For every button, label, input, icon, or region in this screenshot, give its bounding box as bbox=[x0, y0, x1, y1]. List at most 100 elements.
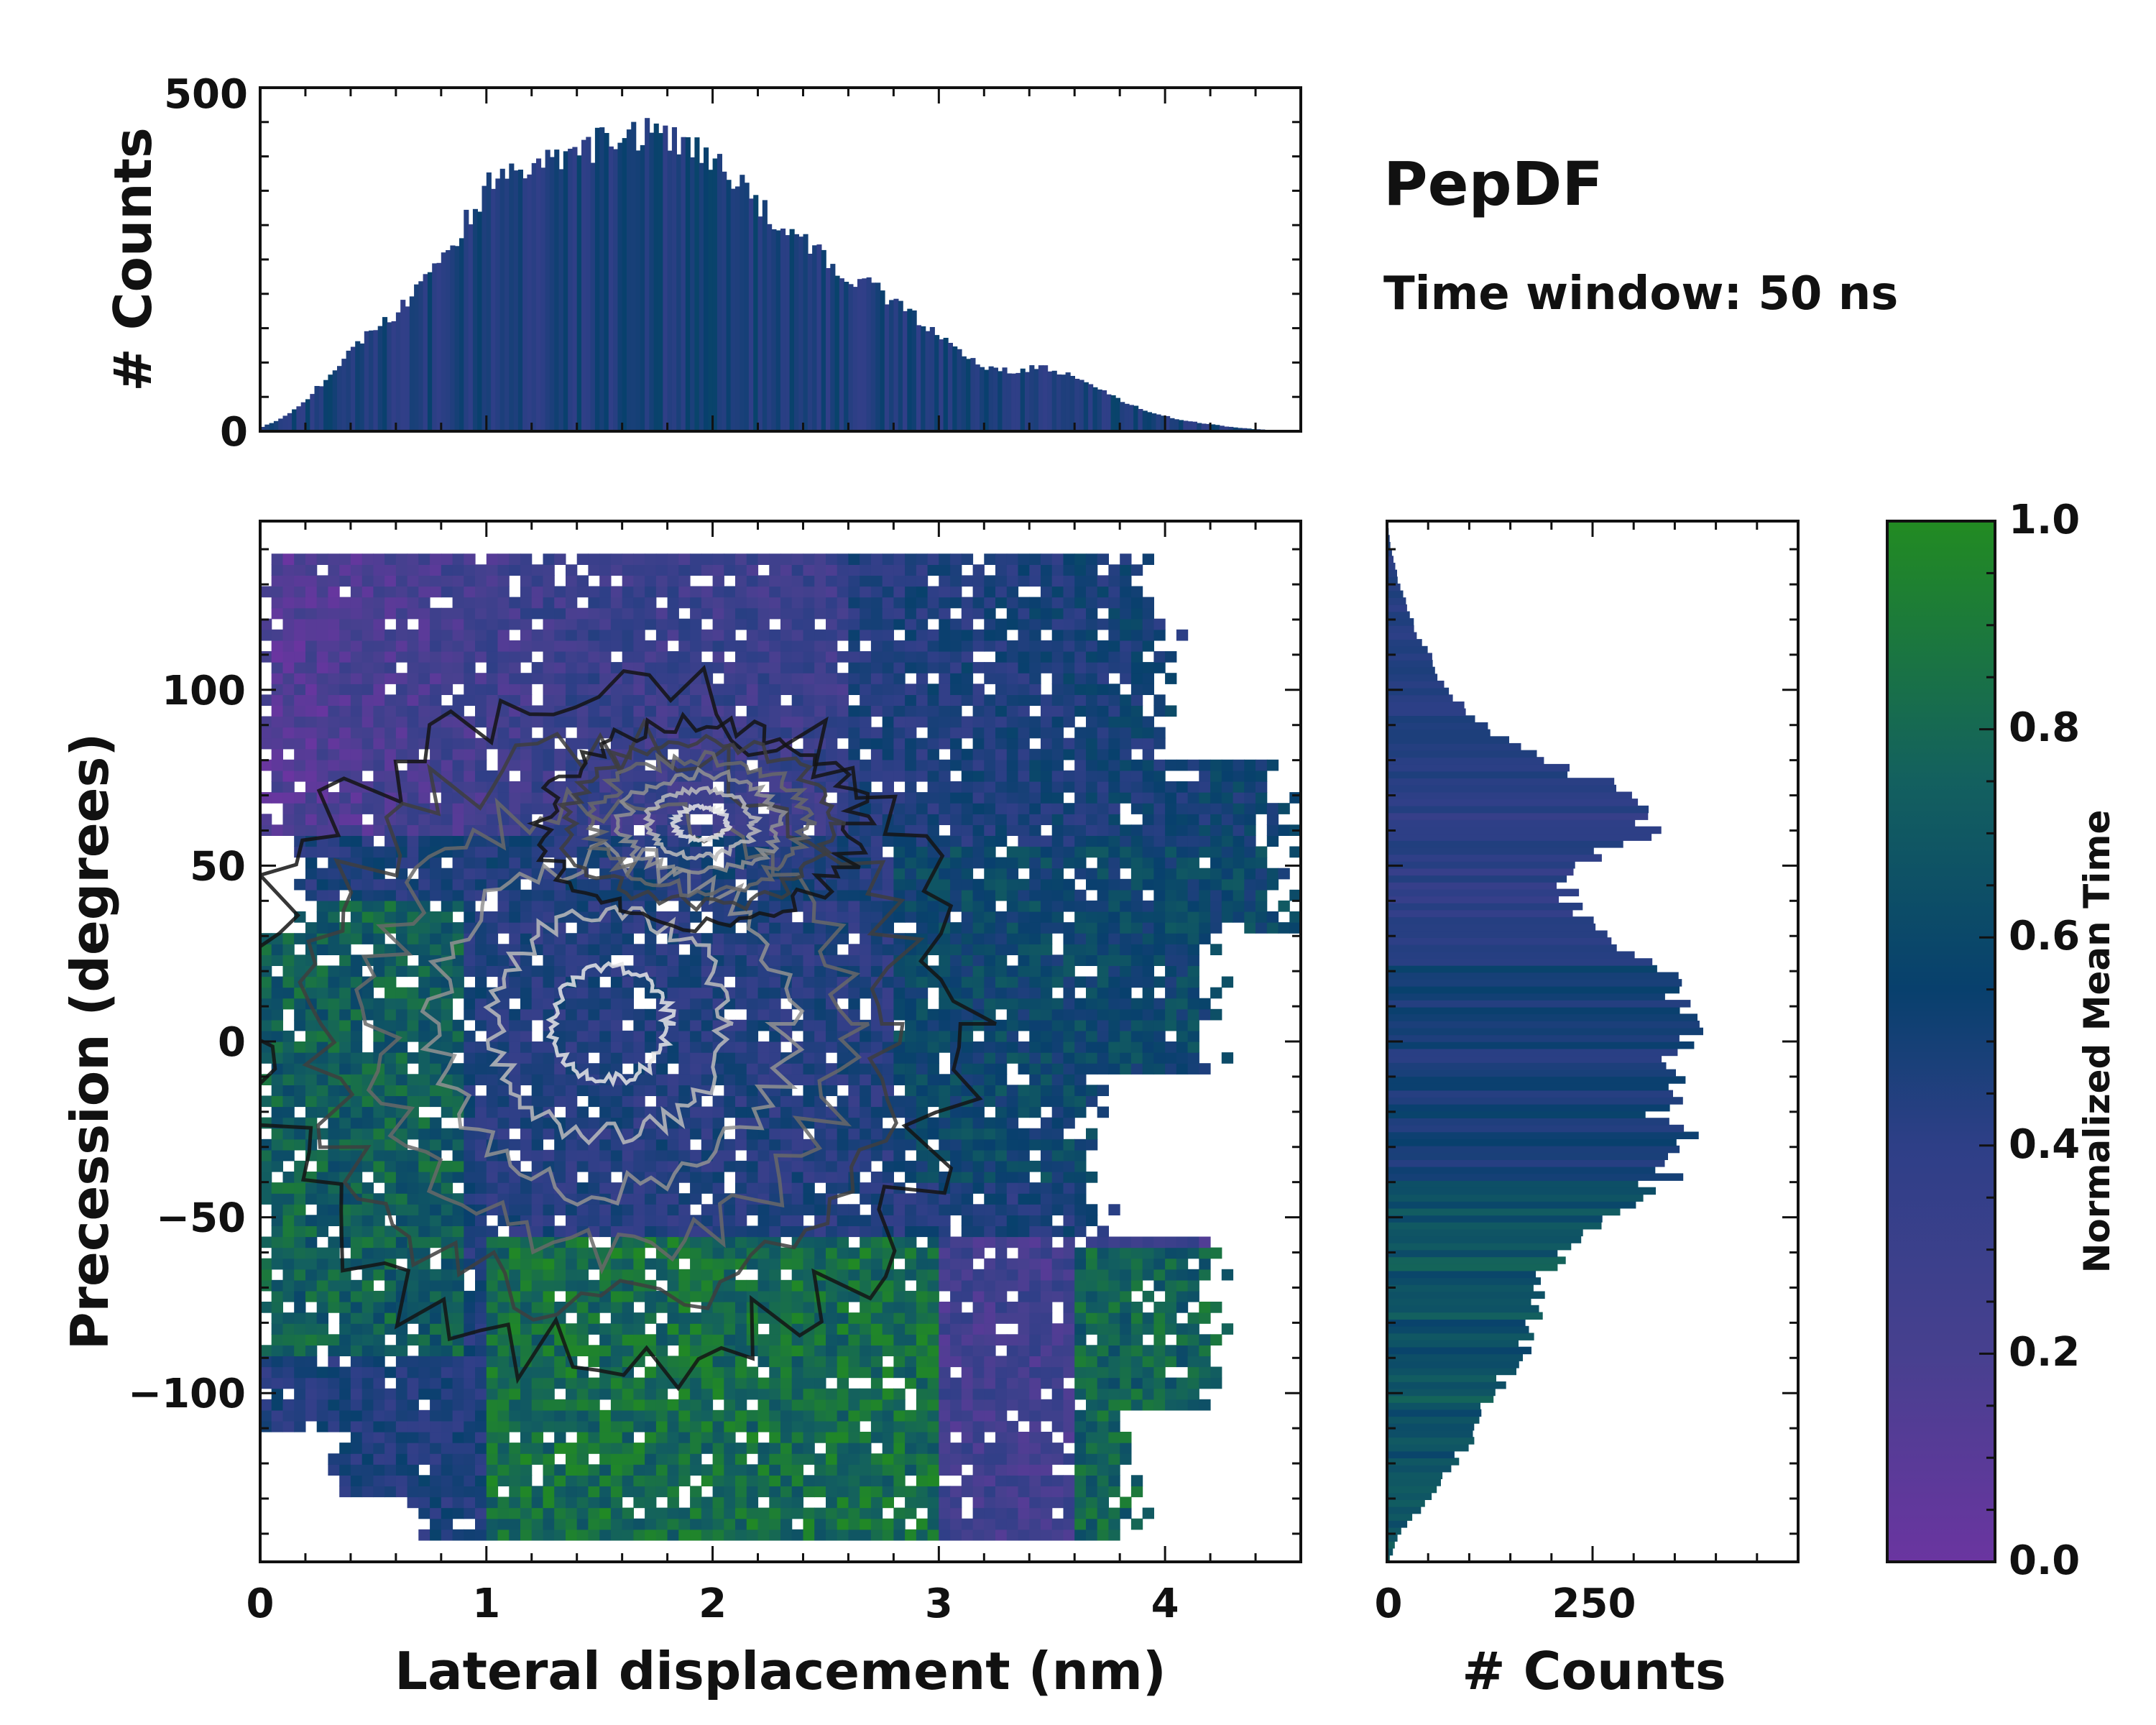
heatmap-cell bbox=[939, 1138, 951, 1151]
heatmap-cell bbox=[893, 1193, 906, 1205]
heatmap-cell bbox=[430, 1345, 442, 1356]
heatmap-cell bbox=[1006, 1399, 1019, 1411]
heatmap-cell bbox=[757, 976, 770, 988]
heatmap-cell bbox=[984, 1356, 996, 1368]
heatmap-cell bbox=[554, 1172, 566, 1183]
heatmap-cell bbox=[622, 1312, 634, 1324]
heatmap-cell bbox=[972, 944, 985, 955]
heatmap-cell bbox=[1018, 1215, 1030, 1226]
heatmap-cell bbox=[780, 1063, 793, 1075]
heatmap-cell bbox=[407, 1172, 419, 1183]
heatmap-cell bbox=[418, 1453, 430, 1465]
heatmap-cell bbox=[927, 1366, 939, 1379]
heatmap-cell bbox=[746, 1052, 759, 1064]
heatmap-cell bbox=[1063, 878, 1075, 891]
heatmap-cell bbox=[599, 1160, 612, 1172]
heatmap-cell bbox=[769, 1356, 781, 1368]
heatmap-cell bbox=[870, 1215, 883, 1226]
heatmap-cell bbox=[995, 1193, 1008, 1205]
heatmap-cell bbox=[339, 1475, 351, 1486]
heatmap-cell bbox=[984, 1399, 996, 1411]
heatmap-cell bbox=[497, 1041, 510, 1053]
heatmap-cell bbox=[339, 1052, 351, 1064]
heatmap-cell bbox=[814, 1063, 826, 1075]
heatmap-cell bbox=[554, 1204, 566, 1215]
heatmap-cell bbox=[373, 1030, 385, 1042]
heatmap-cell bbox=[339, 976, 351, 988]
heatmap-cell bbox=[1199, 889, 1211, 901]
heatmap-cell bbox=[712, 1258, 724, 1270]
heatmap-cell bbox=[882, 1464, 894, 1476]
heatmap-cell bbox=[712, 1172, 724, 1183]
heatmap-cell bbox=[757, 1486, 770, 1498]
heatmap-cell bbox=[305, 1312, 318, 1324]
heatmap-cell bbox=[1153, 1019, 1166, 1031]
heatmap-cell bbox=[1221, 900, 1234, 912]
heatmap-cell bbox=[803, 1290, 815, 1302]
heatmap-cell bbox=[927, 1334, 939, 1346]
heatmap-cell bbox=[1018, 933, 1030, 944]
heatmap-cell bbox=[464, 900, 476, 912]
heatmap-cell bbox=[1130, 954, 1143, 966]
heatmap-cell bbox=[905, 1453, 917, 1465]
top-histogram-bar bbox=[405, 306, 410, 431]
heatmap-cell bbox=[316, 1334, 328, 1346]
heatmap-cell bbox=[509, 1388, 521, 1400]
heatmap-cell bbox=[645, 900, 657, 912]
heatmap-cell bbox=[780, 911, 793, 923]
heatmap-cell bbox=[576, 1388, 589, 1400]
heatmap-cell bbox=[678, 1443, 691, 1454]
heatmap-cell bbox=[984, 1279, 996, 1292]
heatmap-cell bbox=[430, 1507, 442, 1519]
top-histogram-bar bbox=[1160, 415, 1166, 431]
top-histogram-bar bbox=[1051, 370, 1057, 431]
heatmap-cell bbox=[1244, 922, 1256, 934]
heatmap-cell bbox=[814, 1399, 826, 1411]
heatmap-cell bbox=[667, 1030, 679, 1042]
heatmap-cell bbox=[950, 976, 962, 988]
heatmap-cell bbox=[882, 1172, 894, 1183]
heatmap-cell bbox=[1199, 1345, 1211, 1356]
heatmap-cell bbox=[509, 1507, 521, 1519]
heatmap-cell bbox=[497, 1128, 510, 1140]
heatmap-cell bbox=[1142, 1323, 1154, 1335]
heatmap-cell bbox=[361, 846, 374, 858]
heatmap-cell bbox=[418, 1204, 430, 1215]
heatmap-cell bbox=[1097, 1388, 1109, 1400]
heatmap-cell bbox=[724, 1160, 736, 1172]
heatmap-cell bbox=[882, 1334, 894, 1346]
heatmap-cell bbox=[1165, 933, 1177, 944]
heatmap-cell bbox=[350, 965, 363, 978]
heatmap-cell bbox=[1086, 1496, 1098, 1509]
heatmap-cell bbox=[735, 1290, 747, 1302]
heatmap-cell bbox=[769, 1247, 781, 1259]
heatmap-cell bbox=[961, 1247, 974, 1259]
heatmap-cell bbox=[1029, 1138, 1041, 1151]
heatmap-cell bbox=[1041, 911, 1053, 923]
heatmap-cell bbox=[1142, 1063, 1154, 1075]
heatmap-cell bbox=[1018, 1475, 1030, 1486]
heatmap-cell bbox=[1289, 922, 1301, 934]
heatmap-cell bbox=[305, 1019, 318, 1031]
heatmap-cell bbox=[803, 1279, 815, 1292]
top-histogram-bar bbox=[631, 121, 637, 431]
heatmap-cell bbox=[882, 1312, 894, 1324]
heatmap-cell bbox=[1006, 1420, 1019, 1432]
heatmap-cell bbox=[950, 1409, 962, 1422]
heatmap-cell bbox=[780, 1225, 793, 1238]
heatmap-cell bbox=[441, 1496, 453, 1509]
heatmap-cell bbox=[848, 1074, 860, 1085]
heatmap-cell bbox=[780, 1443, 793, 1454]
heatmap-cell bbox=[531, 1128, 543, 1140]
heatmap-cell bbox=[1074, 976, 1087, 988]
heatmap-cell bbox=[791, 1269, 803, 1281]
heatmap-cell bbox=[1233, 878, 1245, 891]
heatmap-cell bbox=[860, 933, 872, 944]
heatmap-cell bbox=[361, 1432, 374, 1443]
heatmap-cell bbox=[633, 1225, 645, 1238]
heatmap-cell bbox=[520, 1518, 533, 1530]
heatmap-cell bbox=[803, 1106, 815, 1118]
heatmap-cell bbox=[622, 1095, 634, 1108]
heatmap-cell bbox=[1210, 878, 1222, 891]
heatmap-cell bbox=[984, 976, 996, 988]
